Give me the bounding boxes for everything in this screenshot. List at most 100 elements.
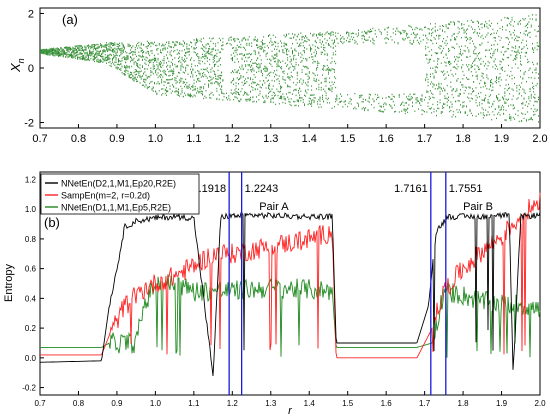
bifurcation-point xyxy=(46,51,47,53)
bifurcation-point xyxy=(384,108,386,111)
bifurcation-point xyxy=(371,103,373,106)
bifurcation-point xyxy=(510,54,512,56)
bifurcation-point xyxy=(464,50,466,52)
bifurcation-point xyxy=(203,86,205,88)
bifurcation-point xyxy=(404,110,406,112)
bifurcation-point xyxy=(500,51,502,53)
bifurcation-point xyxy=(172,58,173,61)
bifurcation-point xyxy=(259,64,261,66)
bifurcation-point xyxy=(533,104,535,107)
bifurcation-point xyxy=(443,87,445,89)
bifurcation-point xyxy=(385,97,387,99)
bifurcation-point xyxy=(68,54,70,57)
bifurcation-point xyxy=(464,31,466,33)
bifurcation-point xyxy=(366,31,368,34)
bifurcation-point xyxy=(496,65,497,68)
bifurcation-point xyxy=(133,76,135,79)
bifurcation-point xyxy=(133,57,135,60)
bifurcation-point xyxy=(144,78,146,81)
bifurcation-point xyxy=(343,41,345,43)
bifurcation-point xyxy=(482,77,484,79)
bifurcation-point xyxy=(248,64,250,67)
bifurcation-point xyxy=(481,99,483,101)
bifurcation-point xyxy=(324,90,326,92)
bifurcation-point xyxy=(458,28,460,30)
bifurcation-point xyxy=(468,69,470,71)
bifurcation-point xyxy=(257,47,259,49)
bifurcation-point xyxy=(107,48,109,50)
bifurcation-point xyxy=(518,93,520,95)
bifurcation-point xyxy=(56,49,58,52)
bifurcation-point xyxy=(222,37,224,40)
bifurcation-point xyxy=(302,49,304,52)
bifurcation-point xyxy=(491,105,493,108)
bifurcation-point xyxy=(56,51,58,53)
bifurcation-point xyxy=(218,85,220,87)
bifurcation-point xyxy=(146,40,148,43)
bifurcation-point xyxy=(473,60,475,63)
bifurcation-point xyxy=(275,45,277,48)
bifurcation-point xyxy=(480,36,482,38)
bifurcation-point xyxy=(251,42,253,44)
bifurcation-point xyxy=(196,46,197,49)
bifurcation-point xyxy=(187,51,189,53)
bifurcation-point xyxy=(426,54,428,56)
bifurcation-point xyxy=(95,44,97,46)
bifurcation-point xyxy=(203,49,205,52)
bifurcation-point xyxy=(268,87,269,90)
bifurcation-point xyxy=(188,54,190,56)
bifurcation-point xyxy=(353,32,355,35)
bifurcation-point xyxy=(271,88,273,90)
bifurcation-point xyxy=(102,45,104,47)
bifurcation-point xyxy=(305,73,307,75)
bifurcation-point xyxy=(412,96,413,99)
bifurcation-point xyxy=(491,89,493,92)
bifurcation-point xyxy=(448,99,449,102)
bifurcation-point xyxy=(450,21,452,23)
bifurcation-point xyxy=(496,77,497,79)
bifurcation-point xyxy=(210,40,212,42)
bifurcation-point xyxy=(258,51,260,53)
bifurcation-point xyxy=(320,51,322,53)
bifurcation-point xyxy=(139,76,141,78)
bifurcation-point xyxy=(292,52,293,55)
bifurcation-point xyxy=(161,78,163,81)
bifurcation-point xyxy=(350,103,352,105)
bifurcation-point xyxy=(170,61,172,63)
bifurcation-point xyxy=(90,47,92,50)
bifurcation-point xyxy=(44,49,46,51)
bifurcation-point xyxy=(367,39,369,41)
bifurcation-point xyxy=(503,108,505,111)
bifurcation-point xyxy=(226,43,227,45)
bifurcation-point xyxy=(293,57,295,59)
bifurcation-point xyxy=(204,46,206,48)
bifurcation-point xyxy=(503,59,505,61)
bifurcation-point xyxy=(77,56,79,58)
bifurcation-point xyxy=(347,105,349,108)
bifurcation-point xyxy=(476,31,478,34)
bifurcation-point xyxy=(484,99,485,101)
bifurcation-point xyxy=(516,51,518,53)
bifurcation-point xyxy=(170,50,172,52)
bifurcation-point xyxy=(415,97,417,99)
bifurcation-point xyxy=(310,103,311,105)
bifurcation-point xyxy=(368,93,370,96)
bifurcation-point xyxy=(510,24,512,26)
bifurcation-point xyxy=(538,115,539,117)
bifurcation-point xyxy=(292,65,293,67)
bifurcation-point xyxy=(216,98,218,101)
bifurcation-point xyxy=(74,45,76,47)
bifurcation-point xyxy=(467,47,469,49)
bifurcation-point xyxy=(124,56,125,58)
pair-label: Pair B xyxy=(463,201,493,213)
bifurcation-point xyxy=(264,49,266,52)
panel-b-y-tick-label: 1.2 xyxy=(25,175,37,184)
bifurcation-point xyxy=(516,90,518,92)
bifurcation-point xyxy=(91,53,93,55)
bifurcation-point xyxy=(180,80,182,83)
bifurcation-point xyxy=(180,93,182,95)
bifurcation-point xyxy=(444,31,446,33)
bifurcation-point xyxy=(107,50,109,52)
bifurcation-point xyxy=(104,56,106,59)
bifurcation-point xyxy=(432,93,434,96)
